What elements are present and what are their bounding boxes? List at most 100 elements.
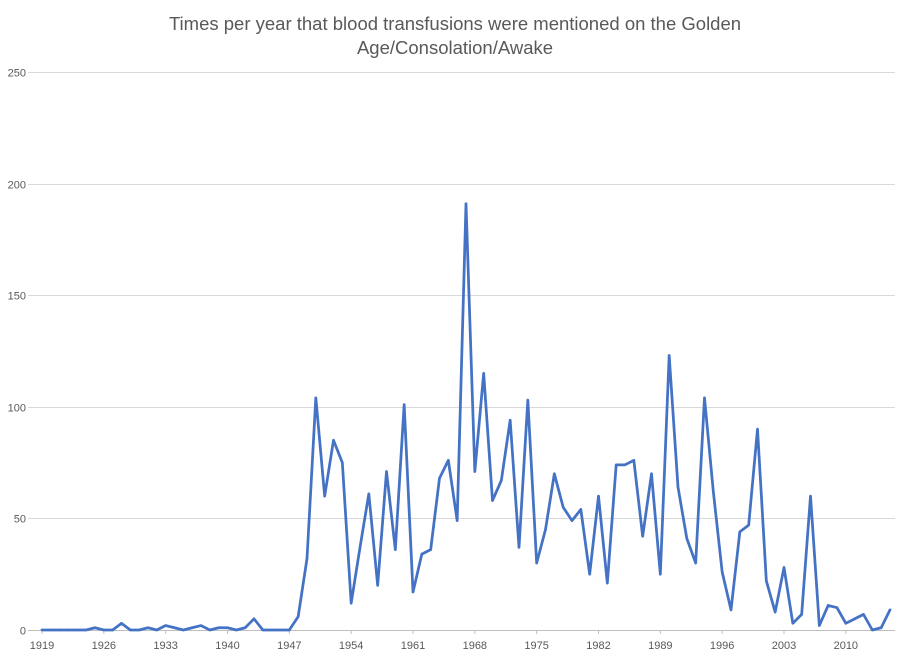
data-point-1972 [508, 418, 512, 422]
data-point-1964 [438, 477, 441, 480]
data-point-2007 [818, 624, 821, 627]
data-point-2004 [791, 622, 795, 625]
data-point-1920 [49, 628, 53, 632]
data-point-1985 [623, 463, 627, 467]
x-tick-label-1947: 1947 [277, 640, 301, 652]
y-tick-label-0: 0 [20, 626, 26, 638]
data-point-1981 [588, 573, 591, 576]
data-point-1937 [199, 624, 203, 627]
data-point-1932 [155, 628, 159, 632]
data-point-2002 [773, 610, 777, 614]
data-point-1963 [429, 548, 432, 551]
y-tick-label-200: 200 [8, 180, 26, 192]
data-point-1962 [420, 552, 424, 556]
data-point-1967 [464, 202, 468, 205]
data-point-1968 [473, 470, 477, 473]
x-tick-label-1989: 1989 [648, 640, 672, 652]
data-point-1944 [261, 628, 265, 632]
data-point-2001 [765, 579, 768, 583]
x-tick-label-2010: 2010 [834, 640, 858, 652]
data-point-1966 [455, 519, 459, 522]
data-point-1931 [146, 626, 150, 629]
data-point-1923 [76, 628, 79, 632]
data-point-1933 [164, 624, 167, 627]
data-point-1949 [305, 557, 309, 560]
data-point-2015 [888, 608, 892, 612]
data-point-1995 [712, 490, 715, 493]
data-point-2005 [800, 613, 803, 616]
data-point-1946 [279, 628, 282, 632]
data-point-1997 [729, 608, 733, 612]
data-point-1947 [288, 628, 291, 632]
x-tick-label-1933: 1933 [153, 640, 177, 652]
data-point-1925 [93, 626, 97, 629]
x-tick-label-1954: 1954 [339, 640, 363, 652]
data-point-1928 [120, 622, 123, 625]
data-point-1950 [314, 396, 318, 400]
data-point-1984 [614, 463, 618, 467]
data-point-1936 [190, 626, 194, 629]
y-tick-label-50: 50 [14, 514, 26, 526]
data-point-1979 [570, 519, 574, 522]
data-point-1948 [296, 615, 300, 618]
x-tick-label-1975: 1975 [524, 640, 548, 652]
data-point-1998 [738, 530, 742, 533]
data-point-1996 [720, 570, 724, 574]
x-tick-label-1961: 1961 [401, 640, 425, 652]
data-point-1953 [341, 461, 344, 464]
data-point-1930 [137, 628, 141, 632]
data-point-1956 [367, 492, 371, 496]
data-point-2008 [826, 604, 830, 607]
data-point-1919 [40, 628, 44, 632]
series-line [40, 202, 892, 632]
x-tick-label-2003: 2003 [772, 640, 796, 652]
data-point-1929 [129, 628, 132, 632]
chart-title-line-2: Age/Consolation/Awake [356, 37, 554, 58]
data-point-1983 [606, 581, 609, 585]
data-point-1987 [641, 535, 644, 538]
data-point-1975 [535, 561, 538, 565]
data-point-1921 [58, 628, 61, 632]
data-point-1961 [411, 590, 415, 594]
data-point-1989 [659, 573, 662, 576]
data-point-1938 [208, 628, 212, 632]
data-point-1994 [703, 396, 706, 400]
data-point-1941 [235, 628, 238, 632]
y-tick-label-150: 150 [8, 291, 26, 303]
data-point-1955 [358, 546, 362, 549]
x-tick-label-1926: 1926 [92, 640, 116, 652]
data-point-1926 [102, 628, 106, 632]
x-tick-label-1919: 1919 [30, 640, 54, 652]
x-tick-label-1982: 1982 [586, 640, 610, 652]
x-axis-tick-labels: 1919 1926 1933 1940 1947 1954 1961 1968 1975 1982… [30, 630, 858, 652]
data-point-1974 [526, 398, 530, 402]
data-point-1951 [323, 494, 326, 498]
data-point-1927 [111, 628, 114, 632]
data-point-2006 [809, 494, 812, 498]
data-point-1924 [84, 628, 88, 632]
data-point-1986 [632, 459, 636, 462]
chart-title: Times per year that blood transfusions w… [0, 12, 910, 60]
data-point-1982 [597, 494, 600, 498]
data-point-1978 [561, 506, 565, 509]
data-point-2013 [871, 628, 874, 632]
data-point-2012 [862, 613, 865, 616]
y-tick-label-100: 100 [8, 403, 26, 415]
data-point-2009 [835, 606, 839, 609]
data-point-1976 [544, 528, 547, 531]
data-point-1990 [667, 354, 671, 357]
data-point-1973 [517, 546, 521, 549]
data-point-1992 [685, 537, 689, 540]
data-point-1945 [270, 628, 273, 632]
data-point-1952 [332, 439, 335, 442]
data-point-1943 [252, 617, 256, 621]
data-point-1971 [500, 479, 503, 482]
data-point-1980 [579, 508, 583, 511]
chart-title-line-1: Times per year that blood transfusions w… [168, 13, 742, 34]
data-point-1940 [226, 626, 229, 629]
data-point-1957 [376, 584, 379, 587]
data-point-1934 [173, 626, 176, 629]
data-point-1939 [217, 626, 220, 629]
y-tick-label-250: 250 [8, 68, 26, 80]
